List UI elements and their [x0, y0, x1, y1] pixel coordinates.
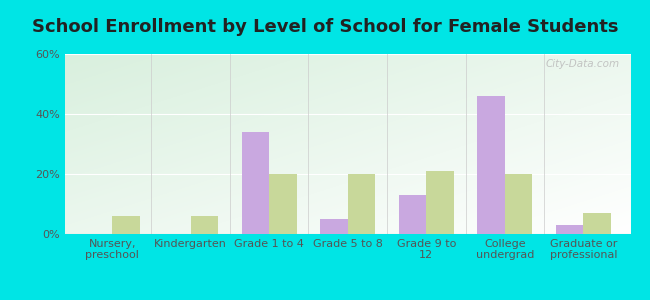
Bar — [399, 195, 426, 234]
Bar — [320, 219, 348, 234]
Bar — [348, 174, 375, 234]
Bar — [426, 171, 454, 234]
Bar — [242, 132, 269, 234]
Bar — [269, 174, 296, 234]
Bar — [477, 96, 505, 234]
Bar — [190, 216, 218, 234]
Bar — [584, 213, 611, 234]
Bar — [556, 225, 584, 234]
Bar — [505, 174, 532, 234]
Bar — [112, 216, 140, 234]
Text: City-Data.com: City-Data.com — [545, 59, 619, 69]
Text: School Enrollment by Level of School for Female Students: School Enrollment by Level of School for… — [32, 18, 618, 36]
